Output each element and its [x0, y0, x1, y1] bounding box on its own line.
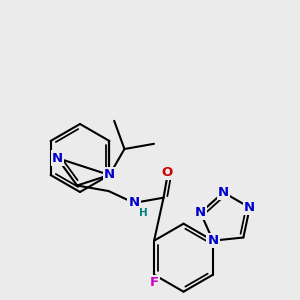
Text: H: H — [139, 208, 147, 218]
Text: N: N — [195, 206, 206, 219]
Text: N: N — [207, 234, 219, 247]
Text: N: N — [218, 186, 229, 199]
Text: F: F — [149, 276, 159, 289]
Text: N: N — [104, 169, 115, 182]
Text: N: N — [244, 201, 255, 214]
Text: O: O — [162, 166, 173, 178]
Text: N: N — [52, 152, 63, 164]
Text: N: N — [128, 196, 140, 209]
